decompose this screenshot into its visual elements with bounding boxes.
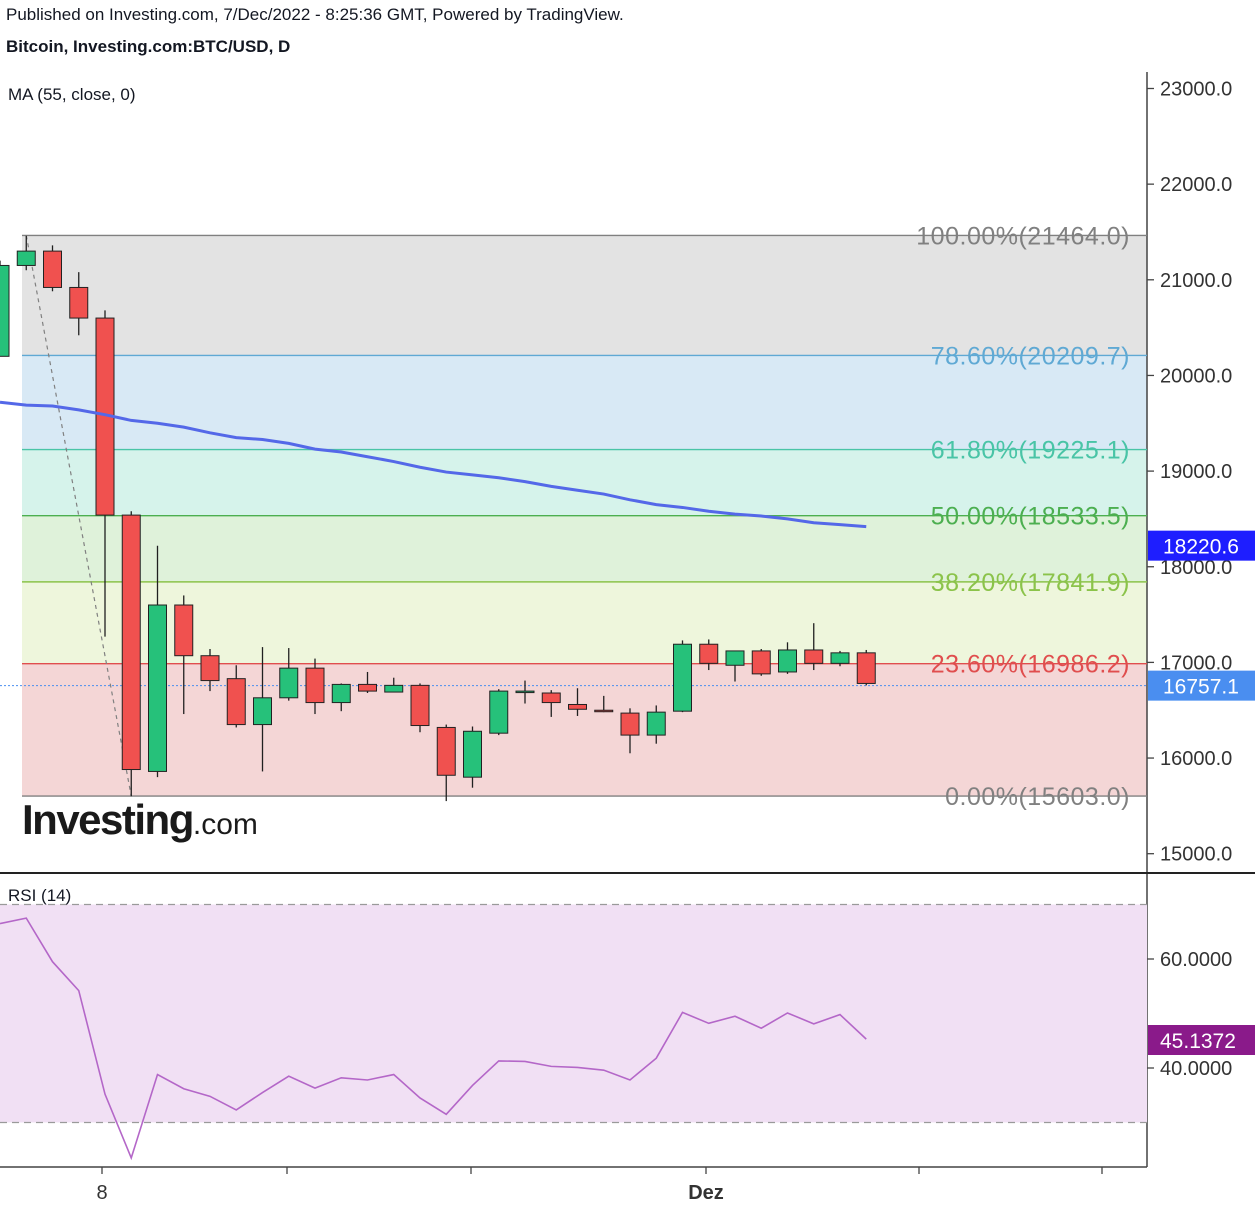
candle[interactable] (226, 678, 246, 726)
candle[interactable] (620, 712, 640, 736)
fib-zone-5 (22, 663, 1147, 797)
candle[interactable] (358, 683, 377, 692)
candle[interactable] (646, 711, 666, 736)
fibonacci-levels: 100.00%(21464.0) 78.60%(20209.7) 61.80%(19… (0, 222, 1147, 811)
candle[interactable] (594, 709, 614, 713)
price-tag-box (1148, 530, 1255, 561)
candle[interactable] (778, 649, 797, 673)
price-tick-label: 16000.0 (1160, 748, 1232, 770)
candle[interactable] (751, 650, 771, 675)
price-tick-label: 19000.0 (1160, 461, 1232, 483)
candle[interactable] (541, 692, 561, 704)
candle[interactable] (804, 649, 824, 664)
fib-label-6: 0.00%(15603.0) (945, 783, 1130, 811)
candle[interactable] (121, 514, 141, 771)
candle[interactable] (0, 264, 10, 357)
price-tick-label: 21000.0 (1160, 270, 1232, 292)
price-tick-label: 23000.0 (1160, 79, 1232, 101)
price-tick-label: 22000.0 (1160, 174, 1232, 196)
rsi-tick-label: 60.0000 (1160, 949, 1232, 971)
fib-zone-2 (22, 449, 1147, 516)
candle[interactable] (174, 604, 194, 657)
fib-label-2: 61.80%(19225.1) (931, 437, 1130, 465)
candle[interactable] (384, 684, 404, 693)
fib-label-0: 100.00%(21464.0) (916, 222, 1130, 250)
price-tag-box (1148, 670, 1255, 701)
candle[interactable] (16, 250, 36, 266)
candle[interactable] (253, 697, 272, 726)
candle[interactable] (200, 655, 220, 682)
candle[interactable] (725, 650, 745, 666)
candle[interactable] (673, 643, 692, 712)
rsi-panel (0, 903, 1147, 1161)
fib-label-5: 23.60%(16986.2) (931, 651, 1130, 679)
candle[interactable] (856, 652, 876, 684)
fib-zone-3 (22, 515, 1147, 582)
symbol-title: Bitcoin, Investing.com:BTC/USD, D (6, 37, 291, 56)
time-tick-label: Dez (688, 1182, 724, 1204)
candle[interactable] (305, 667, 325, 704)
rsi-line (0, 917, 867, 1161)
rsi-indicator-label: RSI (14) (8, 886, 72, 905)
candle[interactable] (410, 684, 430, 727)
price-tag-label: 16757.1 (1163, 676, 1239, 699)
moving-average-series (0, 400, 867, 529)
ma-line (0, 400, 867, 529)
candle[interactable] (69, 286, 89, 319)
price-tick-label: 17000.0 (1160, 652, 1232, 674)
candle[interactable] (436, 726, 456, 776)
published-note: Published on Investing.com, 7/Dec/2022 -… (6, 5, 624, 24)
candle[interactable] (43, 250, 62, 288)
rsi-band-zone (0, 904, 1147, 1123)
price-tick-label: 20000.0 (1160, 365, 1232, 387)
candle[interactable] (279, 667, 299, 699)
fib-label-3: 50.00%(18533.5) (931, 503, 1130, 531)
rsi-tick-label: 40.0000 (1160, 1058, 1232, 1080)
price-axis: 23000.0 22000.0 21000.0 20000.0 19000.0 18000… (96, 79, 1255, 1204)
price-tick-label: 15000.0 (1160, 844, 1232, 866)
rsi-tag-label: 45.1372 (1160, 1030, 1236, 1053)
fib-label-4: 38.20%(17841.9) (931, 569, 1130, 597)
fib-trend-line (25, 235, 132, 797)
candle[interactable] (463, 730, 482, 778)
candle[interactable] (515, 690, 535, 694)
candle[interactable] (699, 643, 719, 664)
price-tick-label: 18000.0 (1160, 557, 1232, 579)
time-tick-label: 8 (96, 1182, 107, 1204)
candle[interactable] (489, 690, 509, 734)
fibonacci-zones (22, 235, 1147, 797)
candle[interactable] (830, 652, 850, 664)
fib-zone-0 (22, 235, 1147, 356)
price-tag-label: 18220.6 (1163, 536, 1239, 559)
candlestick-series (0, 235, 876, 802)
investing-logo: Investing.com (22, 796, 258, 843)
rsi-tag-box (1148, 1025, 1255, 1056)
candle[interactable] (568, 703, 587, 710)
fib-label-1: 78.60%(20209.7) (931, 342, 1130, 370)
ma-indicator-label: MA (55, close, 0) (8, 85, 136, 104)
candle[interactable] (148, 604, 167, 772)
candle[interactable] (331, 683, 351, 704)
